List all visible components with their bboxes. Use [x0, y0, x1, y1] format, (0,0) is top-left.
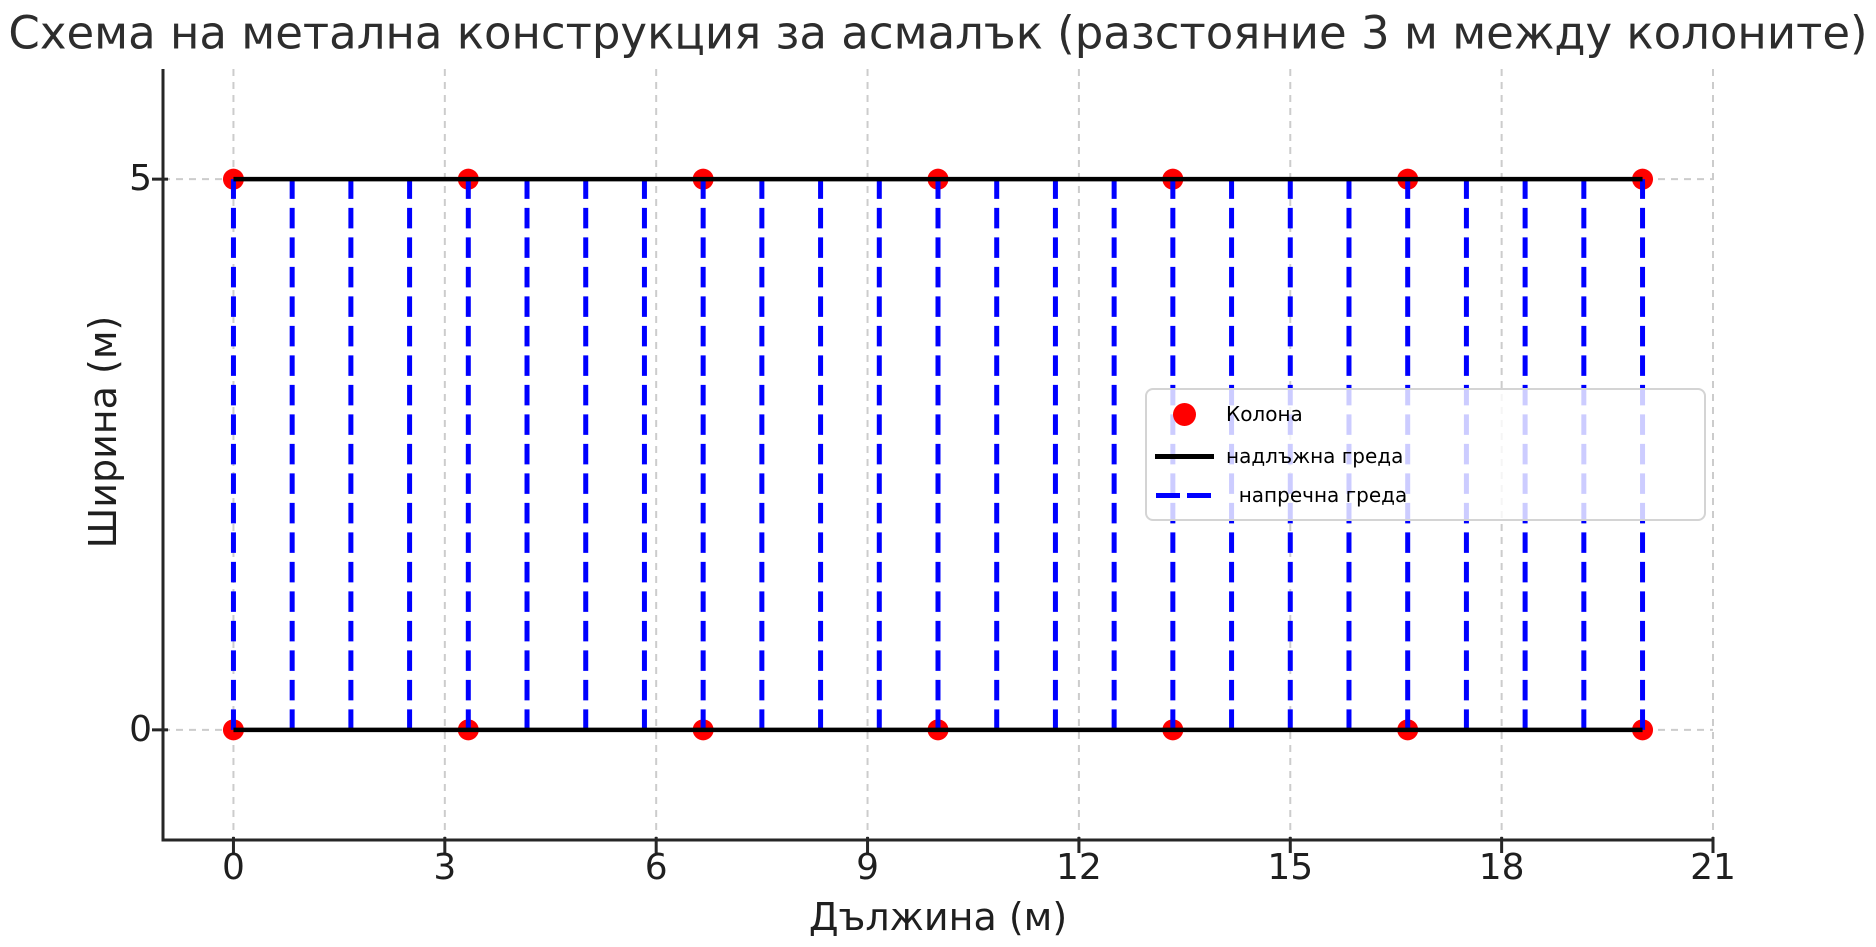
x-tick-label: 12	[1056, 847, 1102, 888]
legend: Колона надлъжна греда напречна греда	[1145, 388, 1706, 521]
y-tick-label: 5	[129, 158, 152, 200]
y-axis-label: Ширина (м)	[81, 315, 125, 549]
dashed-line-icon	[1155, 492, 1214, 498]
legend-item-column: Колона	[1155, 401, 1303, 427]
x-tick-label: 15	[1267, 847, 1314, 888]
x-tick-label: 0	[222, 847, 245, 888]
column-marker-icon	[1173, 402, 1196, 426]
legend-label: Колона	[1226, 402, 1303, 426]
x-tick-label: 6	[644, 847, 668, 888]
legend-label: напречна греда	[1226, 483, 1408, 507]
y-tick-label: 0	[129, 708, 152, 750]
legend-label: надлъжна греда	[1226, 444, 1404, 468]
x-tick-label: 18	[1478, 847, 1525, 888]
legend-item-longitudinal-beam: надлъжна греда	[1155, 443, 1403, 469]
chart-title: Схема на метална конструкция за асмалък …	[8, 6, 1868, 60]
x-axis-label: Дължина (м)	[808, 895, 1068, 939]
x-tick-label: 9	[856, 847, 879, 888]
solid-line-icon	[1155, 453, 1214, 459]
legend-item-crossbeam: напречна греда	[1155, 482, 1407, 508]
x-tick-label: 21	[1690, 847, 1736, 888]
x-tick-label: 3	[433, 847, 457, 888]
